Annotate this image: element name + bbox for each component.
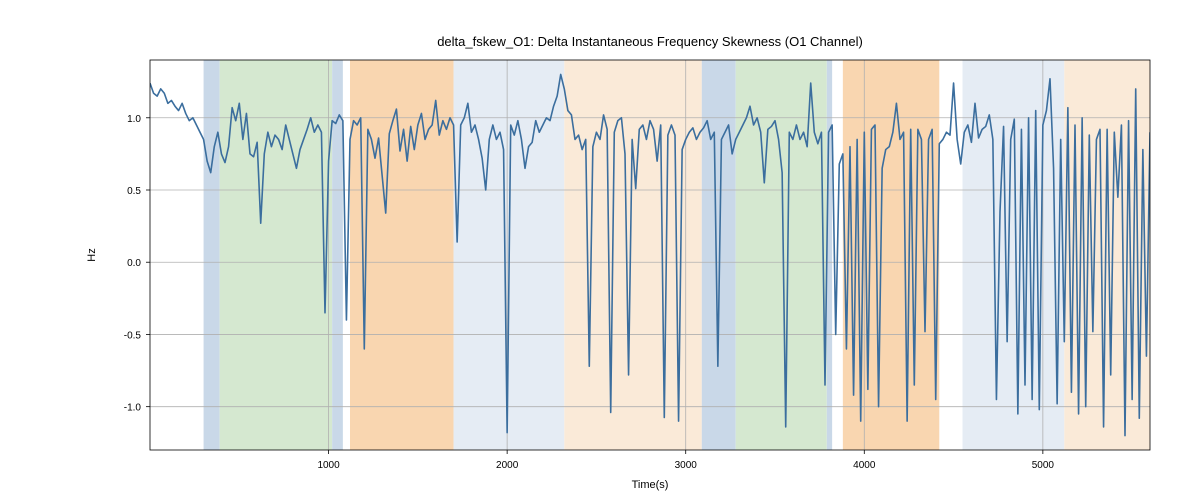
- y-tick-label: 0.5: [127, 186, 141, 197]
- plot-area: [150, 60, 1150, 450]
- x-tick-label: 3000: [675, 460, 698, 471]
- y-tick-label: -1.0: [124, 403, 142, 414]
- x-tick-label: 2000: [496, 460, 519, 471]
- y-tick-label: 0.0: [127, 258, 141, 269]
- x-axis-label: Time(s): [632, 479, 669, 491]
- y-tick-label: -0.5: [124, 330, 142, 341]
- x-axis: 1000 2000 3000 4000 5000: [317, 450, 1054, 471]
- chart-band: [843, 60, 939, 450]
- x-tick-label: 5000: [1032, 460, 1055, 471]
- x-tick-label: 1000: [317, 460, 340, 471]
- chart-container: delta_fskew_O1: Delta Instantaneous Freq…: [0, 0, 1200, 500]
- chart-band: [963, 60, 1065, 450]
- y-axis: -1.0 -0.5 0.0 0.5 1.0: [124, 114, 150, 414]
- y-axis-label: Hz: [86, 248, 98, 261]
- y-tick-label: 1.0: [127, 114, 141, 125]
- chart-band: [702, 60, 736, 450]
- chart-band: [204, 60, 220, 450]
- line-chart: delta_fskew_O1: Delta Instantaneous Freq…: [0, 0, 1200, 500]
- chart-title: delta_fskew_O1: Delta Instantaneous Freq…: [437, 34, 863, 49]
- x-tick-label: 4000: [853, 460, 876, 471]
